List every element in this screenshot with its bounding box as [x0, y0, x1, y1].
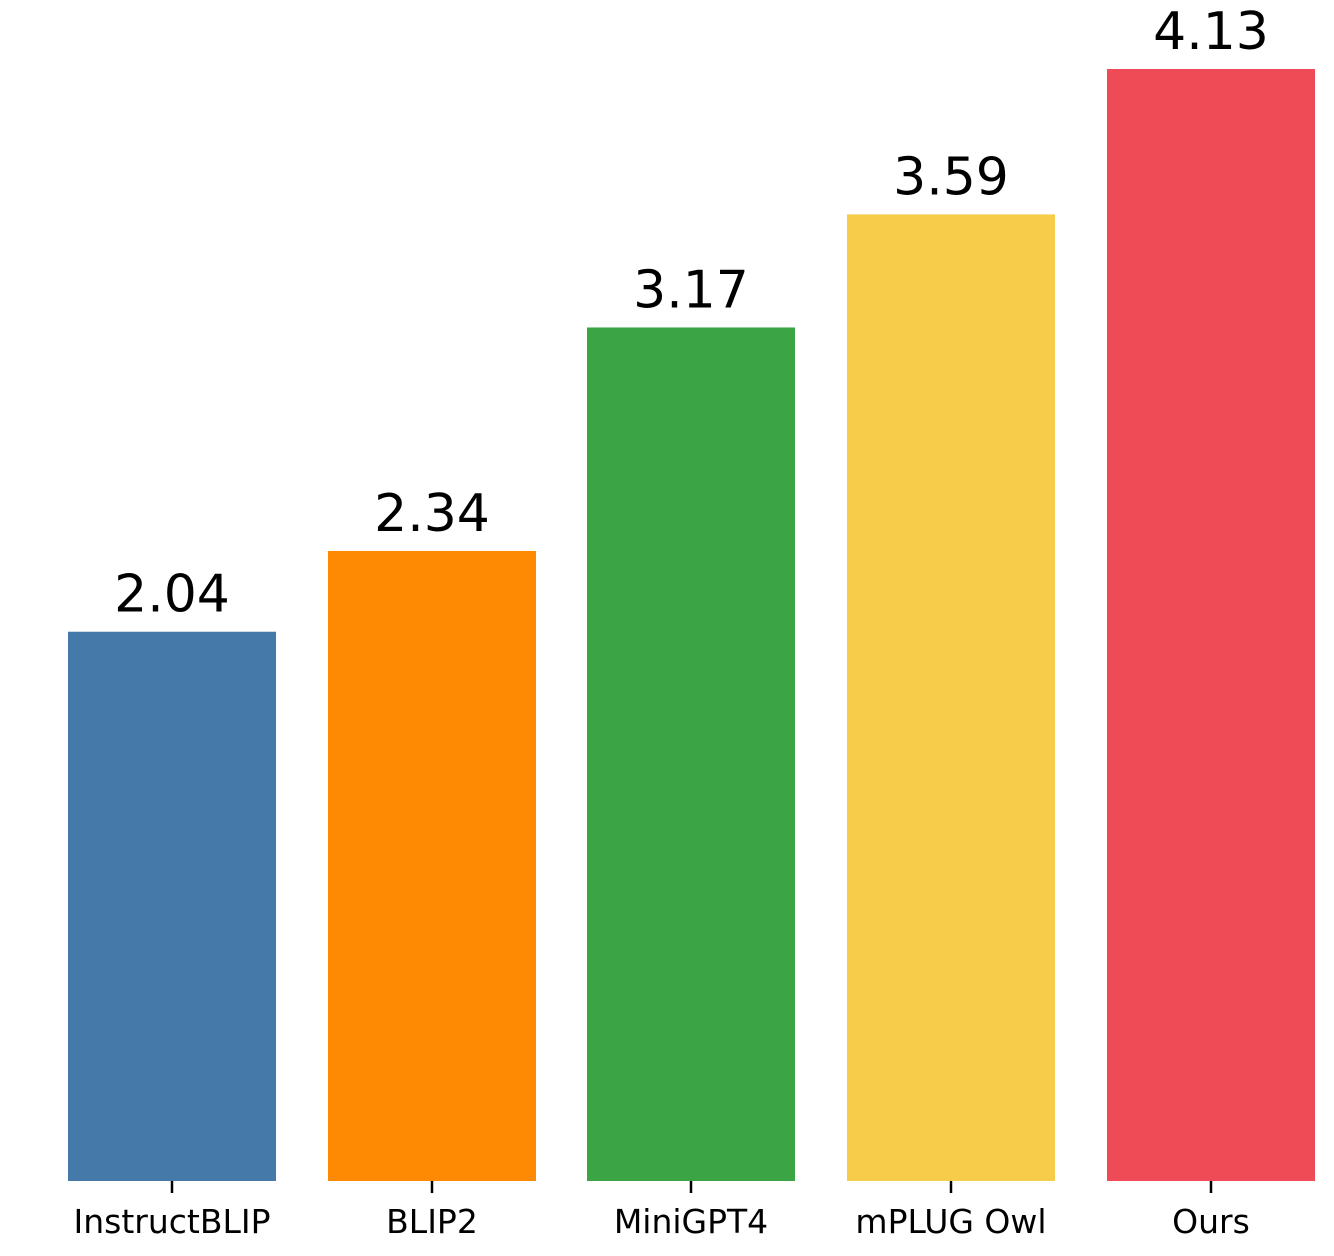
bar-minigpt4	[587, 327, 795, 1181]
bar-instructblip	[68, 631, 276, 1181]
bars-group	[68, 69, 1315, 1182]
bar-mplug-owl	[847, 214, 1055, 1182]
x-tick-label-minigpt4: MiniGPT4	[614, 1202, 768, 1241]
value-label-blip2: 2.34	[374, 484, 490, 544]
value-label-instructblip: 2.04	[114, 565, 230, 625]
value-label-ours: 4.13	[1153, 2, 1269, 62]
x-ticks-group	[170, 1181, 1213, 1193]
bar-blip2	[328, 550, 536, 1181]
bar-ours	[1107, 69, 1315, 1181]
value-labels-group: 2.04 2.34 3.17 3.59 4.13	[114, 2, 1269, 625]
x-tick-label-mplug-owl: mPLUG Owl	[855, 1202, 1046, 1241]
value-label-minigpt4: 3.17	[633, 260, 749, 320]
x-tick-labels-group: InstructBLIP BLIP2 MiniGPT4 mPLUG Owl Ours	[73, 1202, 1249, 1241]
x-tick-label-instructblip: InstructBLIP	[73, 1202, 270, 1241]
value-label-mplug-owl: 3.59	[893, 147, 1009, 207]
x-tick-label-blip2: BLIP2	[386, 1202, 478, 1241]
x-tick-label-ours: Ours	[1172, 1202, 1250, 1241]
